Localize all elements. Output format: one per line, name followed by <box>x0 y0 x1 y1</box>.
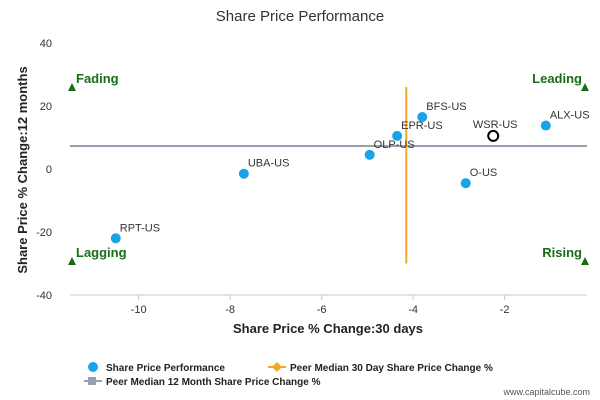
legend-marker-share-price-performance <box>88 362 98 372</box>
data-label-rpt-us: RPT-US <box>120 222 160 234</box>
data-label-alx-us: ALX-US <box>550 110 590 122</box>
legend-item-peer-median-30d[interactable]: Peer Median 30 Day Share Price Change % <box>268 362 493 374</box>
data-point-o-us[interactable] <box>460 178 471 189</box>
quadrant-marker-fading <box>68 83 76 91</box>
quadrant-label-rising: Rising <box>542 245 582 260</box>
legend-item-share-price-performance[interactable]: Share Price Performance <box>88 362 225 374</box>
legend-marker-peer-median-12m <box>88 377 96 385</box>
y-tick-label: -20 <box>36 227 52 239</box>
y-tick-label: 20 <box>40 101 52 113</box>
quadrant-label-lagging: Lagging <box>76 245 127 260</box>
x-tick-label: -10 <box>131 304 147 316</box>
credit-text: www.capitalcube.com <box>502 387 590 397</box>
quadrant-marker-rising <box>581 257 589 265</box>
data-point-alx-us[interactable] <box>540 120 551 131</box>
quadrant-label-leading: Leading <box>532 71 582 86</box>
data-label-bfs-us: BFS-US <box>426 101 466 113</box>
data-label-wsr-us: WSR-US <box>473 119 518 131</box>
legend: Share Price Performance Peer Median 30 D… <box>84 362 493 388</box>
y-tick-label: 0 <box>46 164 52 176</box>
x-tick-label: -2 <box>500 304 510 316</box>
y-axis-title: Share Price % Change:12 months <box>15 66 30 273</box>
y-tick-label: -40 <box>36 290 52 302</box>
legend-marker-peer-median-30d <box>272 362 282 372</box>
quadrant-marker-lagging <box>68 257 76 265</box>
data-label-olp-us: OLP-US <box>374 139 415 151</box>
x-tick-label: -6 <box>317 304 327 316</box>
data-label-o-us: O-US <box>470 167 498 179</box>
quadrant-marker-leading <box>581 83 589 91</box>
chart-title: Share Price Performance <box>216 8 384 25</box>
data-point-uba-us[interactable] <box>238 168 249 179</box>
legend-item-peer-median-12m[interactable]: Peer Median 12 Month Share Price Change … <box>84 377 321 388</box>
x-tick-label: -4 <box>408 304 418 316</box>
data-point-epr-us[interactable] <box>392 130 403 141</box>
legend-label-peer-median-12m: Peer Median 12 Month Share Price Change … <box>106 377 321 388</box>
highlight-point-wsr-us[interactable] <box>487 129 500 142</box>
data-point-rpt-us[interactable] <box>110 233 121 244</box>
plot-area: -10 -8 -6 -4 -2 40 20 0 -20 -40 Fading Leading Laggi… <box>36 38 589 316</box>
legend-label-share-price-performance: Share Price Performance <box>106 363 225 374</box>
y-tick-label: 40 <box>40 38 52 50</box>
data-point-olp-us[interactable] <box>364 149 375 160</box>
x-axis-title: Share Price % Change:30 days <box>233 321 423 336</box>
legend-label-peer-median-30d: Peer Median 30 Day Share Price Change % <box>290 363 493 374</box>
data-label-uba-us: UBA-US <box>248 158 290 170</box>
data-label-epr-us: EPR-US <box>401 120 443 132</box>
x-tick-label: -8 <box>225 304 235 316</box>
data-point-bfs-us[interactable] <box>417 112 428 123</box>
quadrant-label-fading: Fading <box>76 71 119 86</box>
